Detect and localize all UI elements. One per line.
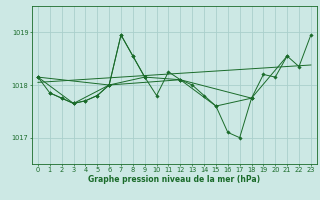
X-axis label: Graphe pression niveau de la mer (hPa): Graphe pression niveau de la mer (hPa) bbox=[88, 175, 260, 184]
